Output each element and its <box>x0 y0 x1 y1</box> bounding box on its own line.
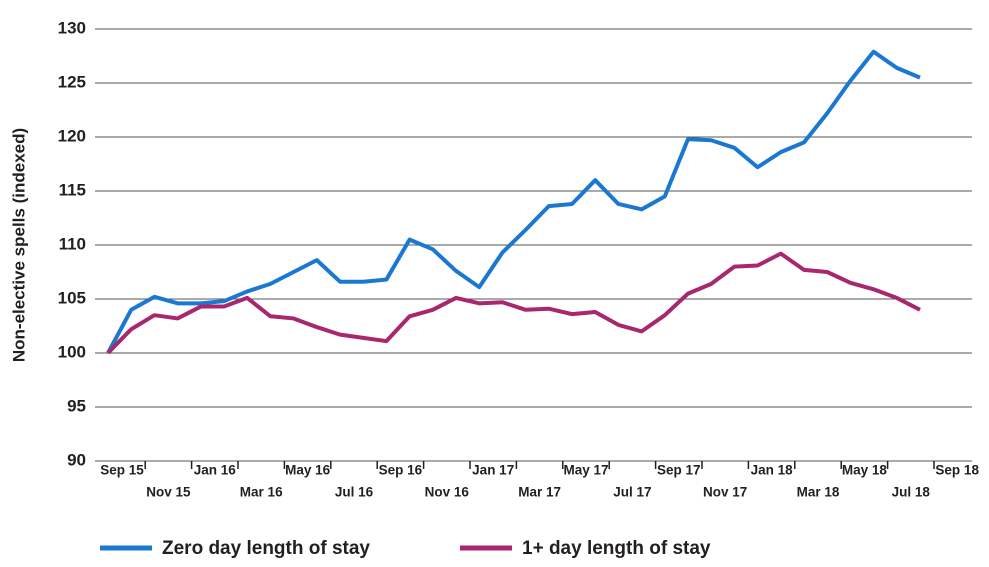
x-tick-label: Jul 17 <box>613 485 651 500</box>
x-tick-label: Jul 16 <box>335 485 374 500</box>
y-tick-label: 105 <box>58 288 86 307</box>
series-line <box>106 251 921 355</box>
x-tick-label: Mar 16 <box>240 485 283 500</box>
x-tick-label: Sep 18 <box>935 463 979 478</box>
y-tick-label: 115 <box>59 180 86 199</box>
x-tick-label: Jan 17 <box>472 463 514 478</box>
y-tick-label: 110 <box>59 234 86 253</box>
x-tick-label: May 18 <box>842 463 888 478</box>
legend-label: Zero day length of stay <box>162 538 370 559</box>
y-tick-label: 90 <box>67 450 86 469</box>
x-tick-label: Mar 18 <box>797 485 840 500</box>
x-tick-label: May 17 <box>563 463 608 478</box>
series-line <box>106 49 921 354</box>
y-axis-label: Non-elective spells (indexed) <box>9 128 28 362</box>
y-tick-label: 95 <box>67 396 86 415</box>
y-tick-label: 130 <box>58 18 86 37</box>
y-tick-label: 120 <box>58 126 86 145</box>
y-tick-label: 125 <box>58 72 86 91</box>
y-tick-label: 100 <box>58 342 86 361</box>
x-tick-label: Nov 15 <box>146 485 191 500</box>
x-tick-label: Nov 17 <box>703 485 747 500</box>
x-tick-label: Jan 18 <box>751 463 794 478</box>
x-tick-label: Sep 15 <box>100 463 144 478</box>
x-tick-label: Mar 17 <box>518 485 561 500</box>
x-tick-label: Jul 18 <box>892 485 931 500</box>
x-tick-label: Sep 16 <box>379 463 423 478</box>
x-tick-label: Nov 16 <box>425 485 470 500</box>
x-tick-label: May 16 <box>285 463 331 478</box>
x-tick-label: Sep 17 <box>657 463 701 478</box>
legend-label: 1+ day length of stay <box>522 538 711 559</box>
x-tick-label: Jan 16 <box>194 463 237 478</box>
